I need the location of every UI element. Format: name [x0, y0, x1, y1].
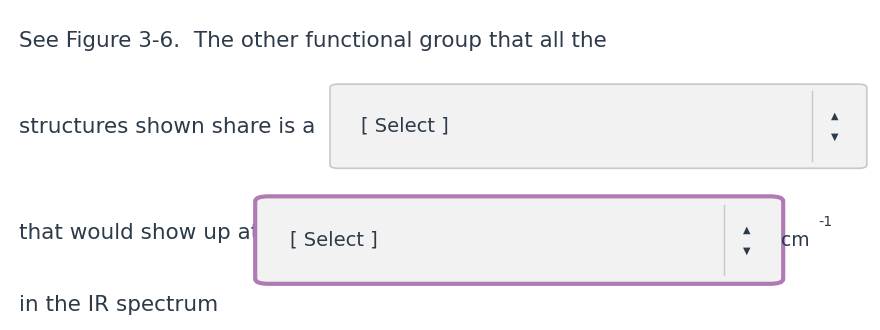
- Text: cm: cm: [781, 231, 810, 249]
- FancyBboxPatch shape: [255, 196, 783, 284]
- Text: ▼: ▼: [832, 132, 839, 142]
- Text: [ Select ]: [ Select ]: [290, 231, 378, 249]
- Text: ▼: ▼: [744, 246, 751, 256]
- Text: See Figure 3-6.  The other functional group that all the: See Figure 3-6. The other functional gro…: [19, 31, 607, 51]
- Text: -1: -1: [818, 215, 832, 229]
- Text: ▲: ▲: [744, 224, 751, 235]
- Text: ▲: ▲: [832, 111, 839, 121]
- FancyBboxPatch shape: [330, 84, 867, 168]
- Text: in the IR spectrum: in the IR spectrum: [19, 295, 218, 315]
- Text: that would show up at: that would show up at: [19, 223, 260, 243]
- Text: structures shown share is a: structures shown share is a: [19, 117, 316, 137]
- Text: [ Select ]: [ Select ]: [361, 117, 449, 136]
